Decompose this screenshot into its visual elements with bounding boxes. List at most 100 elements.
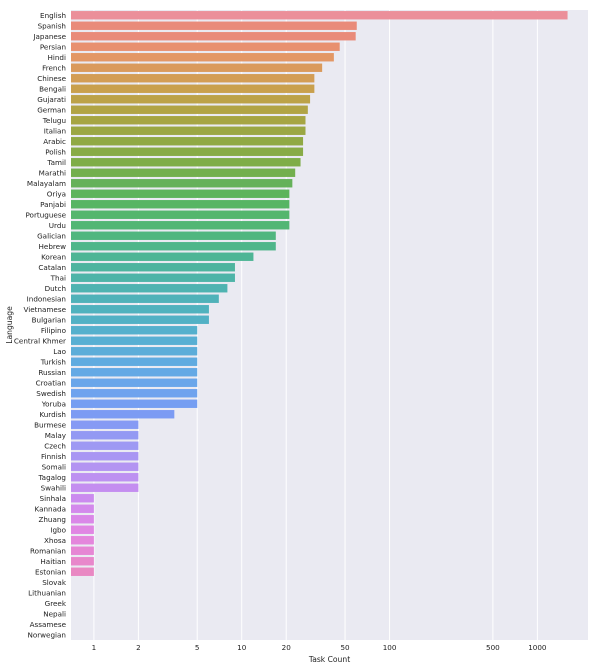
y-tick-label: Italian: [44, 126, 66, 135]
y-tick-label: Sinhala: [40, 494, 66, 503]
bar: [71, 536, 94, 545]
x-tick-label: 5: [195, 643, 200, 652]
x-tick-label: 100: [383, 643, 397, 652]
y-tick-label: Kurdish: [39, 410, 66, 419]
bar: [71, 378, 198, 387]
bar: [71, 273, 235, 282]
y-tick-label: Igbo: [50, 525, 66, 534]
y-tick-label: French: [42, 63, 66, 72]
bar: [71, 326, 198, 335]
y-tick-label: Czech: [44, 441, 66, 450]
y-tick-label: Somali: [42, 462, 66, 471]
y-tick-label: Xhosa: [44, 536, 66, 545]
bar: [71, 431, 139, 440]
y-tick-label: Haitian: [40, 557, 66, 566]
x-tick-label: 20: [282, 643, 292, 652]
bar: [71, 368, 198, 377]
y-tick-label: Indonesian: [27, 294, 66, 303]
bar: [71, 126, 306, 135]
bar: [71, 231, 276, 240]
y-tick-label: Turkish: [40, 357, 66, 366]
bar: [71, 515, 94, 524]
bar: [71, 179, 293, 188]
bar: [71, 74, 315, 83]
x-tick-label: 1: [92, 643, 97, 652]
bar: [71, 557, 94, 566]
y-tick-label: Zhuang: [38, 515, 66, 524]
bar: [71, 63, 323, 72]
x-tick-label: 10: [237, 643, 247, 652]
y-tick-label: Catalan: [38, 263, 66, 272]
y-tick-label: Nepali: [43, 609, 66, 618]
y-axis-title: Language: [5, 306, 14, 344]
y-tick-label: Romanian: [30, 546, 66, 555]
y-tick-label: Swedish: [36, 389, 66, 398]
bar: [71, 137, 304, 146]
bar: [71, 210, 290, 219]
bar: [71, 21, 357, 30]
bars: [71, 11, 568, 576]
y-tick-label: Lao: [53, 347, 66, 356]
y-tick-label: Finnish: [41, 452, 66, 461]
x-tick-label: 1000: [528, 643, 547, 652]
bar: [71, 263, 235, 272]
plot-area: [71, 10, 588, 640]
y-tick-label: Chinese: [37, 74, 66, 83]
bar: [71, 189, 290, 198]
y-tick-label: Estonian: [35, 567, 66, 576]
bar: [71, 105, 308, 114]
x-tick-label: 50: [340, 643, 350, 652]
y-tick-label: Japanese: [32, 32, 66, 41]
bar: [71, 473, 139, 482]
bar: [71, 84, 315, 93]
x-tick-label: 2: [136, 643, 141, 652]
bar: [71, 200, 290, 209]
bar: [71, 483, 139, 492]
y-tick-label: Hebrew: [39, 242, 67, 251]
bar: [71, 168, 296, 177]
y-tick-label: Spanish: [38, 21, 66, 30]
y-tick-label: English: [40, 11, 66, 20]
y-tick-label: Central Khmer: [14, 336, 66, 345]
bar: [71, 357, 198, 366]
gridlines: [93, 10, 538, 640]
y-tick-label: Lithuanian: [28, 588, 66, 597]
y-tick-label: Tamil: [46, 158, 66, 167]
bar: [71, 399, 198, 408]
bar: [71, 389, 198, 398]
bar: [71, 158, 301, 167]
bar: [71, 252, 254, 261]
y-tick-label: Norwegian: [27, 630, 66, 639]
bar: [71, 452, 139, 461]
y-tick-label: Panjabi: [40, 200, 66, 209]
y-tick-label: Hindi: [47, 53, 66, 62]
bar: [71, 284, 228, 293]
y-tick-label: Greek: [45, 599, 67, 608]
y-tick-label: Gujarati: [37, 95, 66, 104]
bar: [71, 32, 356, 41]
y-tick-label: Telugu: [42, 116, 66, 125]
bar: [71, 53, 334, 62]
x-tick-label: 500: [486, 643, 500, 652]
bar: [71, 347, 198, 356]
y-tick-label: Korean: [41, 252, 66, 261]
bar: [71, 95, 311, 104]
y-tick-label: Portuguese: [25, 210, 66, 219]
bar: [71, 116, 306, 125]
bar: [71, 11, 568, 20]
bar: [71, 420, 139, 429]
y-tick-label: Galician: [37, 231, 66, 240]
bar: [71, 462, 139, 471]
y-tick-label: Tagalog: [37, 473, 66, 482]
y-tick-label: Urdu: [49, 221, 66, 230]
y-tick-label: Oriya: [47, 189, 66, 198]
y-tick-label: Swahili: [41, 483, 66, 492]
y-tick-label: Kannada: [35, 504, 66, 513]
bar: [71, 42, 340, 51]
y-tick-label: Assamese: [30, 620, 67, 629]
y-tick-label: Yoruba: [41, 399, 66, 408]
bar: [71, 504, 94, 513]
bar: [71, 147, 304, 156]
y-tick-label: Filipino: [41, 326, 66, 335]
